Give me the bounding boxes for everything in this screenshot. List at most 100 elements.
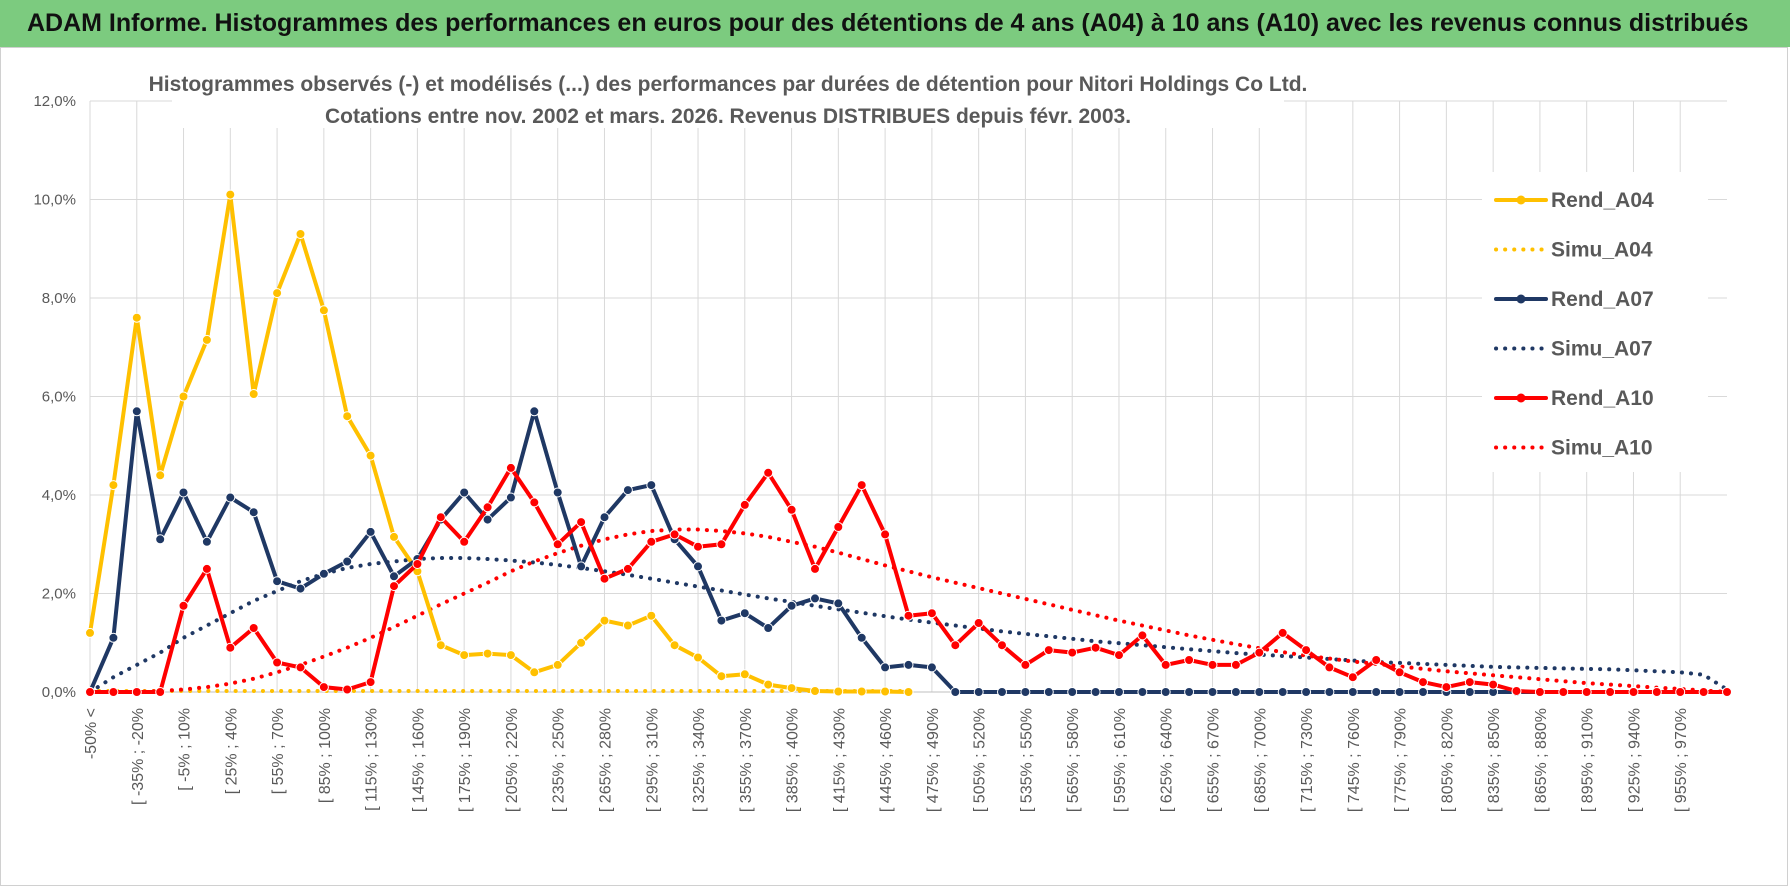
x-tick-label: [ 445% ; 460% (878, 708, 895, 812)
data-point-rend-a04 (786, 683, 797, 694)
data-point-rend-a07 (155, 534, 166, 545)
data-point-rend-a10 (693, 541, 703, 552)
x-tick-label: [ 175% ; 190% (457, 708, 474, 812)
data-point-rend-a10 (1277, 627, 1288, 638)
legend-label-simu-a07: Simu_A07 (1551, 338, 1653, 361)
data-point-rend-a10 (295, 662, 306, 673)
data-point-rend-a04 (342, 411, 353, 422)
data-point-rend-a10 (1511, 686, 1522, 696)
data-point-rend-a10 (108, 687, 119, 697)
x-tick-label: [ 535% ; 550% (1018, 708, 1035, 812)
data-point-rend-a10 (1137, 630, 1148, 641)
data-point-rend-a10 (1488, 679, 1499, 690)
legend-marker-rend-a07 (1516, 294, 1526, 304)
data-point-rend-a04 (716, 671, 727, 682)
data-point-rend-a04 (459, 650, 470, 661)
series-line-simu-a07 (88, 556, 1729, 694)
y-axis-ticks: 0,0% 2,0% 4,0% 6,0% 8,0% 10,0% 12,0% (33, 93, 76, 701)
data-point-rend-a07 (576, 561, 587, 572)
x-tick-label: [ -35% ; -20% (130, 708, 147, 805)
data-point-rend-a10 (1254, 647, 1265, 658)
x-tick-label: [ 145% ; 160% (410, 708, 427, 812)
x-tick-label: [ 55% ; 70% (270, 708, 287, 794)
data-point-rend-a04 (318, 305, 329, 316)
legend-marker-rend-a10 (1516, 393, 1526, 403)
x-tick-label: [ 685% ; 700% (1252, 708, 1269, 812)
data-point-rend-a10 (903, 610, 914, 621)
x-tick-label: [ 865% ; 880% (1533, 708, 1550, 812)
data-point-rend-a04 (622, 620, 633, 631)
data-point-rend-a10 (1090, 642, 1101, 653)
data-point-rend-a10 (1207, 659, 1218, 670)
data-point-rend-a07 (1324, 687, 1335, 697)
data-point-rend-a10 (1441, 682, 1452, 693)
data-point-rend-a10 (1558, 687, 1569, 697)
data-point-rend-a07 (810, 593, 820, 604)
legend-backdrop (1482, 172, 1708, 472)
data-point-rend-a10 (365, 677, 376, 688)
data-point-rend-a10 (1394, 667, 1405, 678)
y-tick-label: 0,0% (42, 684, 76, 701)
data-point-rend-a07 (1301, 687, 1312, 697)
y-tick-label: 8,0% (42, 290, 76, 307)
x-tick-label: [ 805% ; 820% (1439, 708, 1456, 812)
series-line-simu-a10 (88, 527, 1729, 694)
data-point-rend-a10 (599, 573, 610, 584)
data-point-rend-a04 (295, 229, 306, 239)
data-point-rend-a07 (1347, 687, 1358, 697)
y-tick-label: 10,0% (33, 192, 76, 209)
data-point-rend-a07 (856, 632, 867, 643)
data-point-rend-a10 (669, 529, 680, 540)
x-tick-label: [ 385% ; 400% (785, 708, 802, 812)
data-point-rend-a10 (880, 529, 891, 540)
legend-label-rend-a04: Rend_A04 (1551, 189, 1654, 212)
data-point-rend-a07 (1371, 687, 1382, 697)
data-point-rend-a10 (926, 608, 937, 619)
data-point-rend-a07 (342, 556, 353, 567)
data-point-rend-a10 (1230, 659, 1241, 670)
data-point-rend-a10 (1301, 645, 1312, 656)
data-point-rend-a10 (552, 539, 563, 550)
data-point-rend-a04 (693, 652, 703, 663)
y-tick-label: 2,0% (42, 586, 76, 603)
data-point-rend-a07 (1184, 687, 1195, 697)
data-point-rend-a10 (1067, 647, 1078, 658)
x-tick-label: [ 715% ; 730% (1299, 708, 1316, 812)
data-point-rend-a07 (1043, 687, 1054, 697)
x-tick-label: [ 25% ; 40% (223, 708, 240, 794)
legend-label-simu-a10: Simu_A10 (1551, 437, 1653, 460)
x-tick-label: [ 415% ; 430% (831, 708, 848, 812)
data-point-rend-a04 (646, 610, 657, 621)
data-point-rend-a07 (1464, 687, 1475, 697)
data-point-rend-a04 (903, 687, 914, 697)
data-point-rend-a04 (529, 667, 540, 678)
data-point-rend-a10 (1184, 655, 1195, 665)
series-group (85, 189, 1732, 697)
data-point-rend-a10 (272, 657, 283, 668)
data-point-rend-a10 (1371, 655, 1382, 665)
y-tick-label: 4,0% (42, 487, 76, 504)
x-tick-label: [ 235% ; 250% (551, 708, 568, 812)
data-point-rend-a07 (295, 583, 306, 594)
data-point-rend-a10 (342, 684, 353, 695)
data-point-rend-a04 (365, 450, 376, 461)
data-point-rend-a10 (1698, 687, 1709, 697)
data-point-rend-a07 (389, 571, 399, 582)
data-point-rend-a10 (810, 563, 820, 574)
data-point-rend-a10 (1114, 650, 1124, 661)
data-point-rend-a10 (248, 623, 259, 633)
data-point-rend-a10 (833, 522, 844, 532)
legend-marker-rend-a04 (1516, 195, 1526, 205)
data-point-rend-a10 (1418, 677, 1428, 688)
data-point-rend-a07 (1230, 687, 1241, 697)
x-tick-label: [ 955% ; 970% (1673, 708, 1690, 812)
x-tick-label: [ 355% ; 370% (738, 708, 755, 812)
data-point-rend-a07 (833, 598, 844, 609)
data-point-rend-a07 (248, 507, 259, 518)
data-point-rend-a10 (155, 687, 166, 697)
data-point-rend-a10 (622, 563, 633, 574)
data-point-rend-a10 (576, 517, 587, 528)
data-point-rend-a07 (1067, 687, 1078, 697)
data-point-rend-a04 (108, 480, 119, 491)
data-point-rend-a10 (435, 512, 446, 523)
